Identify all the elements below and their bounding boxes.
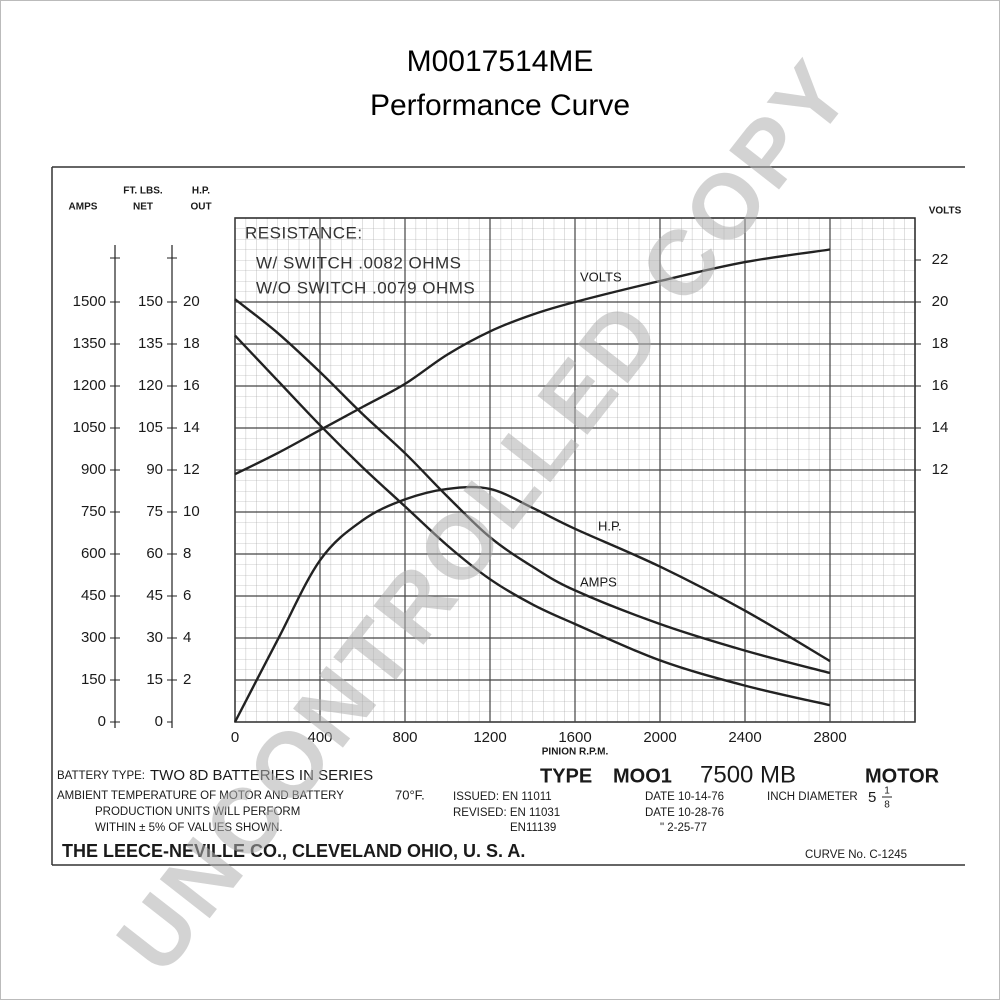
frame (51, 166, 965, 866)
footer-text: " 2-25-77 (660, 822, 707, 834)
x-axis-title: PINION R.P.M. (542, 747, 609, 758)
y2-tick-label: 12 (932, 461, 949, 478)
hp-tick-label: 14 (183, 419, 200, 436)
hp-tick-label: 6 (183, 587, 191, 604)
hp-tick-label: 16 (183, 377, 200, 394)
footer-text: 1 (884, 786, 890, 797)
series-label: AMPS (580, 574, 617, 589)
footer-motor: MOTOR (865, 765, 940, 787)
series-label: VOLTS (580, 269, 622, 284)
y-tick-label: 1050 (73, 419, 106, 436)
y-tick-label: 0 (98, 713, 106, 730)
x-tick-label: 0 (231, 729, 239, 746)
x-tick-label: 400 (307, 729, 332, 746)
series-label: H.P. (598, 518, 622, 533)
footer-company: THE LEECE-NEVILLE CO., CLEVELAND OHIO, U… (62, 841, 525, 861)
torque-tick-label: 45 (146, 587, 163, 604)
footer-text: ISSUED: EN 11011 (453, 791, 552, 803)
hp-tick-label: 12 (183, 461, 200, 478)
footer-model: 7500 MB (700, 761, 796, 788)
x-tick-label: 2400 (728, 729, 761, 746)
chart-subtitle: Performance Curve (370, 89, 630, 122)
x-tick-label: 800 (392, 729, 417, 746)
chart-title: M0017514ME (407, 45, 594, 78)
torque-axis-title: FT. LBS. (123, 186, 163, 197)
torque-tick-label: 120 (138, 377, 163, 394)
y-tick-label: 1350 (73, 335, 106, 352)
y-tick-label: 900 (81, 461, 106, 478)
annotation: RESISTANCE: (245, 223, 363, 242)
footer-text: BATTERY TYPE: (57, 770, 145, 782)
volts-axis-title: VOLTS (929, 206, 962, 217)
hp-tick-label: 2 (183, 671, 191, 688)
footer-text: EN11139 (510, 822, 556, 834)
torque-axis-title: NET (133, 202, 153, 213)
footer-text: 5 (868, 789, 876, 806)
footer-text: REVISED: EN 11031 (453, 807, 560, 819)
torque-tick-label: 150 (138, 293, 163, 310)
plot-layer: 0 400 800 1200 1600 2000 2400 28000150300450600… (73, 218, 949, 746)
hp-tick-label: 8 (183, 545, 191, 562)
x-tick-label: 2800 (813, 729, 846, 746)
y-tick-label: 600 (81, 545, 106, 562)
y-tick-label: 150 (81, 671, 106, 688)
footer-text: DATE 10-28-76 (645, 807, 724, 819)
annotation: W/ SWITCH .0082 OHMS (256, 253, 462, 272)
series-line (233, 485, 831, 723)
hp-tick-label: 10 (183, 503, 200, 520)
footer-text: DATE 10-14-76 (645, 791, 724, 803)
y-tick-label: 1500 (73, 293, 106, 310)
x-tick-label: 1200 (473, 729, 506, 746)
footer-type: TYPE (540, 765, 592, 787)
footer-text: TWO 8D BATTERIES IN SERIES (150, 767, 373, 784)
y2-tick-label: 22 (932, 251, 949, 268)
torque-tick-label: 60 (146, 545, 163, 562)
torque-tick-label: 0 (155, 713, 163, 730)
footer-text: WITHIN ± 5% OF VALUES SHOWN. (95, 822, 283, 834)
torque-tick-label: 75 (146, 503, 163, 520)
y2-tick-label: 16 (932, 377, 949, 394)
hp-tick-label: 20 (183, 293, 200, 310)
footer-text: PRODUCTION UNITS WILL PERFORM (95, 806, 300, 818)
torque-tick-label: 105 (138, 419, 163, 436)
hp-tick-label: 4 (183, 629, 191, 646)
hp-axis-title: OUT (190, 202, 211, 213)
x-tick-label: 1600 (558, 729, 591, 746)
torque-tick-label: 30 (146, 629, 163, 646)
footer-text: 8 (884, 800, 890, 811)
footer-text: 70°F. (395, 787, 425, 802)
annotation: W/O SWITCH .0079 OHMS (256, 278, 475, 297)
torque-tick-label: 135 (138, 335, 163, 352)
footer-type: MOO1 (613, 765, 672, 787)
y2-tick-label: 20 (932, 293, 949, 310)
y-tick-label: 1200 (73, 377, 106, 394)
footer-text: CURVE No. C-1245 (805, 849, 907, 861)
y2-tick-label: 14 (932, 419, 949, 436)
footer-text: INCH DIAMETER (767, 791, 858, 803)
x-tick-label: 2000 (643, 729, 676, 746)
footer-text: AMBIENT TEMPERATURE OF MOTOR AND BATTERY (57, 790, 344, 802)
hp-tick-label: 18 (183, 335, 200, 352)
series-line (234, 334, 831, 707)
series-line (234, 298, 831, 675)
y-tick-label: 450 (81, 587, 106, 604)
torque-tick-label: 90 (146, 461, 163, 478)
y-tick-label: 750 (81, 503, 106, 520)
y-tick-label: 300 (81, 629, 106, 646)
hp-axis-title: H.P. (192, 186, 210, 197)
y2-tick-label: 18 (932, 335, 949, 352)
series-line (234, 248, 831, 476)
amps-axis-title: AMPS (69, 202, 98, 213)
torque-tick-label: 15 (146, 671, 163, 688)
